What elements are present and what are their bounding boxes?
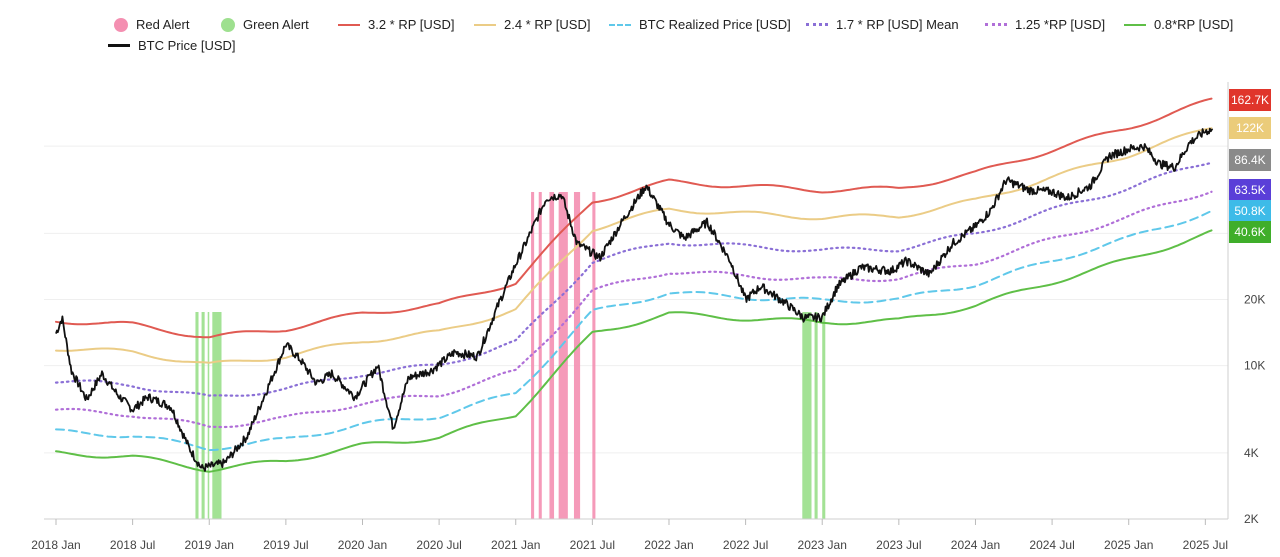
legend-2-4-rp[interactable]: 2.4 * RP [USD] — [474, 17, 590, 32]
legend-3-2-rp[interactable]: 3.2 * RP [USD] — [338, 17, 454, 32]
chart-axes — [44, 82, 1229, 520]
chart-legend: Red Alert Green Alert 3.2 * RP [USD] 2.4… — [0, 0, 1280, 60]
btc-price-series — [55, 127, 1214, 472]
legend-swatch — [609, 23, 631, 26]
green-alert-bar — [207, 312, 210, 519]
legend-label: BTC Realized Price [USD] — [639, 17, 791, 32]
series-line — [55, 229, 1213, 473]
green-alert-bar — [195, 312, 199, 519]
x-tick-label: 2019 Jan — [185, 538, 234, 552]
value-badge-label: 162.7K — [1231, 93, 1269, 107]
red-alert-bar — [558, 192, 568, 519]
x-tick-label: 2023 Jan — [798, 538, 847, 552]
legend-swatch — [806, 23, 828, 26]
x-tick-label: 2020 Jul — [416, 538, 461, 552]
x-tick-label: 2025 Jul — [1183, 538, 1228, 552]
green-alert-bar — [814, 312, 818, 519]
chart-gridlines — [44, 145, 1228, 454]
green-alert-bar — [802, 312, 812, 519]
y-tick-label: 10K — [1244, 359, 1265, 373]
legend-realized-price[interactable]: BTC Realized Price [USD] — [609, 17, 791, 32]
value-badge — [1229, 149, 1271, 171]
legend-green-alert[interactable]: Green Alert — [221, 17, 309, 32]
x-tick-label: 2018 Jan — [31, 538, 80, 552]
value-badge — [1229, 89, 1271, 111]
x-tick-label: 2022 Jan — [644, 538, 693, 552]
legend-label: Red Alert — [136, 17, 190, 32]
series-line — [55, 97, 1213, 339]
red-alert-bar — [531, 192, 535, 519]
series-line — [54, 190, 1213, 429]
alert-bars — [195, 192, 826, 519]
value-badge — [1229, 221, 1271, 243]
value-badge-label: 50.8K — [1234, 204, 1265, 218]
series-line — [55, 127, 1213, 364]
legend-label: 1.25 *RP [USD] — [1015, 17, 1106, 32]
legend-swatch — [474, 23, 496, 26]
series-line — [55, 210, 1213, 452]
value-badge-label: 40.6K — [1234, 225, 1265, 239]
y-tick-label: 2K — [1244, 512, 1259, 526]
legend-btc-price[interactable]: BTC Price [USD] — [108, 38, 236, 53]
legend-swatch — [221, 17, 235, 32]
value-badge-label: 122K — [1236, 121, 1264, 135]
legend-label: 3.2 * RP [USD] — [368, 17, 455, 32]
value-badge-label: 86.4K — [1234, 153, 1265, 167]
green-alert-bar — [212, 312, 222, 519]
legend-label: 0.8*RP [USD] — [1154, 17, 1234, 32]
x-tick-label: 2024 Jan — [951, 538, 1000, 552]
legend-label: 2.4 * RP [USD] — [504, 17, 591, 32]
x-tick-label: 2024 Jul — [1029, 538, 1074, 552]
legend-label: Green Alert — [243, 17, 309, 32]
value-badge — [1229, 179, 1271, 201]
x-tick-label: 2018 Jul — [110, 538, 155, 552]
x-axis-ticks: 2018 Jan 2018 Jul 2019 Jan 2019 Jul 2020 Jan… — [31, 519, 1228, 552]
value-badge — [1229, 200, 1271, 222]
rp-band-lines — [54, 97, 1213, 473]
green-alert-bar — [201, 312, 205, 519]
green-alert-bar — [822, 312, 826, 519]
legend-label: BTC Price [USD] — [138, 38, 236, 53]
x-tick-label: 2021 Jul — [570, 538, 615, 552]
legend-swatch — [338, 23, 360, 26]
x-tick-label: 2025 Jan — [1104, 538, 1153, 552]
legend-swatch — [114, 17, 128, 32]
legend-1-7-rp-mean[interactable]: 1.7 * RP [USD] Mean — [806, 17, 959, 32]
value-badge-label: 63.5K — [1234, 183, 1265, 197]
red-alert-bar — [538, 192, 542, 519]
x-tick-label: 2023 Jul — [876, 538, 921, 552]
legend-0-8-rp[interactable]: 0.8*RP [USD] — [1124, 17, 1233, 32]
y-axis-ticks: 2K 4K 10K 20K — [1244, 293, 1265, 527]
y-tick-label: 4K — [1244, 446, 1259, 460]
x-tick-label: 2019 Jul — [263, 538, 308, 552]
legend-swatch — [1124, 23, 1146, 26]
x-tick-label: 2022 Jul — [723, 538, 768, 552]
legend-label: 1.7 * RP [USD] Mean — [836, 17, 959, 32]
red-alert-bar — [549, 192, 555, 519]
legend-red-alert[interactable]: Red Alert — [114, 17, 189, 32]
x-tick-label: 2020 Jan — [338, 538, 387, 552]
x-tick-label: 2021 Jan — [491, 538, 540, 552]
legend-swatch — [985, 23, 1007, 26]
btc-price-line — [55, 127, 1214, 472]
legend-swatch — [108, 44, 130, 47]
current-value-badges: 162.7K 122K 86.4K 63.5K 50.8K 40.6K — [1229, 89, 1271, 243]
value-badge — [1229, 117, 1271, 139]
series-line — [54, 161, 1213, 397]
y-tick-label: 20K — [1244, 293, 1265, 307]
legend-1-25-rp[interactable]: 1.25 *RP [USD] — [985, 17, 1105, 32]
red-alert-bar — [573, 192, 581, 519]
red-alert-bar — [592, 192, 596, 519]
